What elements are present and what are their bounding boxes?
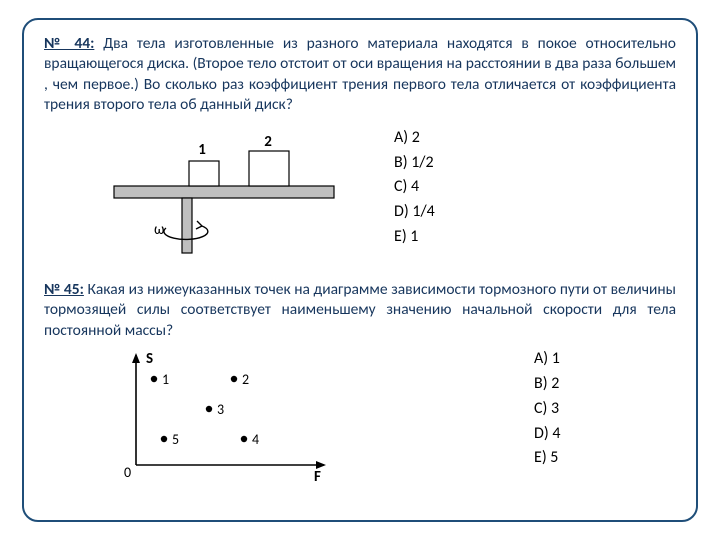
point-2-label: 2 [242,371,249,388]
q44-answer-e: E) 1 [394,225,435,250]
q45-body: Какая из нижеуказанных точек на диаграмм… [44,280,676,340]
body1-label: 1 [198,141,206,159]
q45-answer-e: E) 5 [534,446,560,471]
q45-answer-d: D) 4 [534,422,560,447]
point-5-label: 5 [172,431,179,448]
rotation-arrowhead [196,221,202,229]
point-3-label: 3 [217,401,224,418]
point-5 [161,436,167,442]
point-4 [241,436,247,442]
q45-number: № 45: [44,280,84,299]
q44-content-row: 1 2 ω A) 2 B) 1/2 C) 4 D) 1/4 E) 1 [44,126,676,266]
y-axis-label: S [146,350,153,368]
q45-answers: A) 1 B) 2 C) 3 D) 4 E) 5 [534,347,560,471]
point-1-label: 1 [162,371,169,388]
q45-answer-b: B) 2 [534,372,560,397]
disk-rect [114,186,334,198]
q45-answer-a: A) 1 [534,347,560,372]
point-2 [231,376,237,382]
slide: № 44: Два тела изготовленные из разного … [0,0,720,540]
q44-answer-d: D) 1/4 [394,200,435,225]
q45-answer-c: C) 3 [534,397,560,422]
y-axis-arrow [132,353,140,363]
body2-label: 2 [264,133,272,151]
q45-chart: S F 0 1 2 3 4 5 [114,347,344,487]
q45-content-row: S F 0 1 2 3 4 5 A) 1 [44,347,676,487]
q45-text: № 45: Какая из нижеуказанных точек на ди… [44,280,676,341]
shaft [182,198,192,253]
q44-number: № 44: [44,34,94,53]
origin-label: 0 [124,464,131,481]
point-3 [206,406,212,412]
q44-body: Два тела изготовленные из разного матери… [44,34,676,114]
q44-answer-c: C) 4 [394,175,435,200]
q44-answer-a: A) 2 [394,126,435,151]
omega-label: ω [154,221,164,239]
chart-points: 1 2 3 4 5 [151,371,259,448]
q44-diagram: 1 2 ω [94,126,354,266]
point-1 [151,376,157,382]
body1 [189,161,219,186]
body2 [249,151,289,186]
slide-frame: № 44: Два тела изготовленные из разного … [22,18,698,522]
q44-text: № 44: Два тела изготовленные из разного … [44,34,676,116]
point-4-label: 4 [252,431,259,448]
q44-answer-b: B) 1/2 [394,151,435,176]
q44-answers: A) 2 B) 1/2 C) 4 D) 1/4 E) 1 [394,126,435,250]
x-axis-label: F [314,468,321,486]
